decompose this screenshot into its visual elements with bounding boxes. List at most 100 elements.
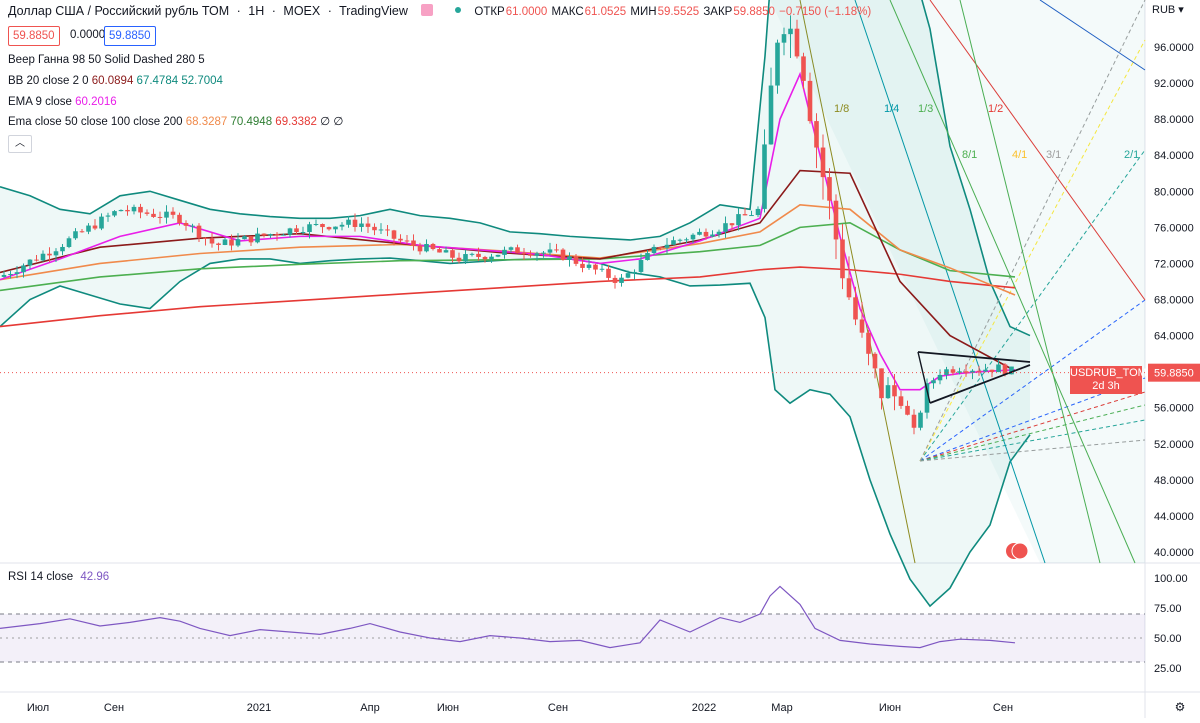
candle-body: [703, 231, 709, 237]
candle-body: [528, 254, 533, 256]
time-tick-label: Сен: [993, 702, 1013, 714]
collapse-legend-button[interactable]: ︿: [8, 135, 32, 153]
time-tick-label: Июл: [27, 702, 49, 714]
candle-body: [456, 257, 462, 262]
rsi-value: 42.96: [80, 571, 110, 583]
market-status-icon[interactable]: [454, 7, 461, 13]
chart-header: Доллар США / Российский рубль ТОМ · 1H ·…: [8, 4, 876, 18]
platform-label: TradingView: [339, 4, 408, 18]
interval-label[interactable]: 1H: [248, 4, 265, 18]
candle-body: [248, 236, 254, 243]
gann-label: 1/3: [918, 103, 933, 115]
candle-body: [404, 240, 410, 242]
candle-body: [905, 405, 910, 415]
candle-body: [515, 247, 520, 254]
candle-body: [983, 369, 988, 372]
price-tick-label: 92.0000: [1154, 78, 1194, 90]
triangle-upper-line: [917, 351, 1031, 363]
gann-legend[interactable]: Веер Ганна 98 50 Solid Dashed 280 5: [8, 53, 205, 67]
candle-body: [287, 228, 293, 235]
low-value: 59.5525: [657, 6, 700, 18]
current-price-value: 59.8850: [1154, 368, 1194, 380]
candle-body: [788, 28, 793, 35]
gann-line: [799, 0, 916, 564]
candle-body: [632, 271, 637, 274]
candle-body: [918, 412, 923, 428]
candle-body: [970, 370, 975, 373]
candle-body: [833, 200, 839, 240]
ohlc-readout: ОТКР61.0000 МАКС61.0525 МИН59.5525 ЗАКР5…: [474, 6, 872, 18]
title-separator: ·: [327, 4, 332, 18]
candle-body: [697, 231, 702, 235]
candle-body: [944, 369, 949, 375]
open-value: 61.0000: [505, 6, 548, 18]
ema-legend[interactable]: Ema close 50 close 100 close 200 68.3287…: [8, 115, 343, 129]
triangle-left-edge: [917, 351, 931, 404]
candle-body: [593, 264, 598, 270]
bb-legend[interactable]: BB 20 close 2 0 60.0894 67.4784 52.7004: [8, 74, 223, 88]
price-tick-label: 68.0000: [1154, 295, 1194, 307]
candle-body: [495, 254, 501, 257]
time-tick-label: Апр: [360, 702, 379, 714]
candle-body: [658, 246, 663, 248]
gann-fan-line: [919, 0, 1146, 462]
sell-price-box[interactable]: 59.8850: [8, 26, 60, 46]
candle-body: [684, 239, 689, 241]
open-label: ОТКР: [474, 6, 505, 18]
candle-body: [47, 253, 52, 256]
price-tick-label: 80.0000: [1154, 186, 1194, 198]
candle-body: [320, 224, 325, 228]
ema9-legend[interactable]: EMA 9 close 60.2016: [8, 95, 117, 109]
change-value: −0.7150 (−1.18%): [779, 6, 872, 18]
candle-body: [768, 85, 774, 145]
price-tick-label: 52.0000: [1154, 439, 1194, 451]
candle-body: [79, 231, 85, 233]
currency-label[interactable]: RUB ▾: [1152, 4, 1184, 16]
candle-body: [781, 34, 787, 43]
bb-basis-value: 60.0894: [91, 75, 134, 87]
gann-label: 1/4: [884, 103, 899, 115]
candle-body: [164, 211, 169, 218]
candle-body: [92, 225, 98, 229]
candle-body: [138, 206, 143, 213]
buy-price-box[interactable]: 59.8850: [104, 26, 156, 46]
gann-label: 8/1: [962, 149, 977, 161]
low-label: МИН: [630, 6, 657, 18]
price-tick-label: 96.0000: [1154, 42, 1194, 54]
bollinger-band-fill: [0, 0, 1030, 607]
candle-body: [255, 233, 260, 243]
candle-body: [619, 277, 624, 283]
candle-body: [885, 385, 891, 399]
flag-icon[interactable]: [421, 4, 434, 16]
candle-body: [612, 277, 618, 283]
title-separator: ·: [271, 4, 276, 18]
price-tick-label: 56.0000: [1154, 403, 1194, 415]
spread-value: 0.0000: [70, 29, 106, 41]
gann-line: [1039, 0, 1146, 71]
ema9-label: EMA 9 close: [8, 96, 72, 108]
candle-body: [242, 236, 247, 240]
candle-body: [853, 297, 858, 320]
candle-body: [677, 239, 683, 241]
candle-body: [398, 238, 403, 241]
candle-body: [34, 259, 39, 261]
candle-body: [131, 206, 137, 212]
candle-body: [385, 229, 390, 231]
price-tick-label: 76.0000: [1154, 222, 1194, 234]
candle-body: [417, 245, 423, 252]
gann-fan-line: [919, 404, 1146, 462]
candle-body: [625, 273, 631, 278]
time-tick-label: Июн: [437, 702, 459, 714]
ema50-value: 68.3287: [185, 116, 228, 128]
price-tick-label: 72.0000: [1154, 258, 1194, 270]
ema-label: Ema close 50 close 100 close 200: [8, 116, 183, 128]
gear-icon[interactable]: ⚙: [1174, 700, 1186, 714]
candle-body: [898, 396, 904, 406]
rsi-legend[interactable]: RSI 14 close 42.96: [8, 571, 109, 583]
price-tick-label: 40.0000: [1154, 547, 1194, 559]
ema100-value: 70.4948: [230, 116, 273, 128]
candle-body: [840, 239, 845, 279]
candle-body: [157, 216, 163, 218]
